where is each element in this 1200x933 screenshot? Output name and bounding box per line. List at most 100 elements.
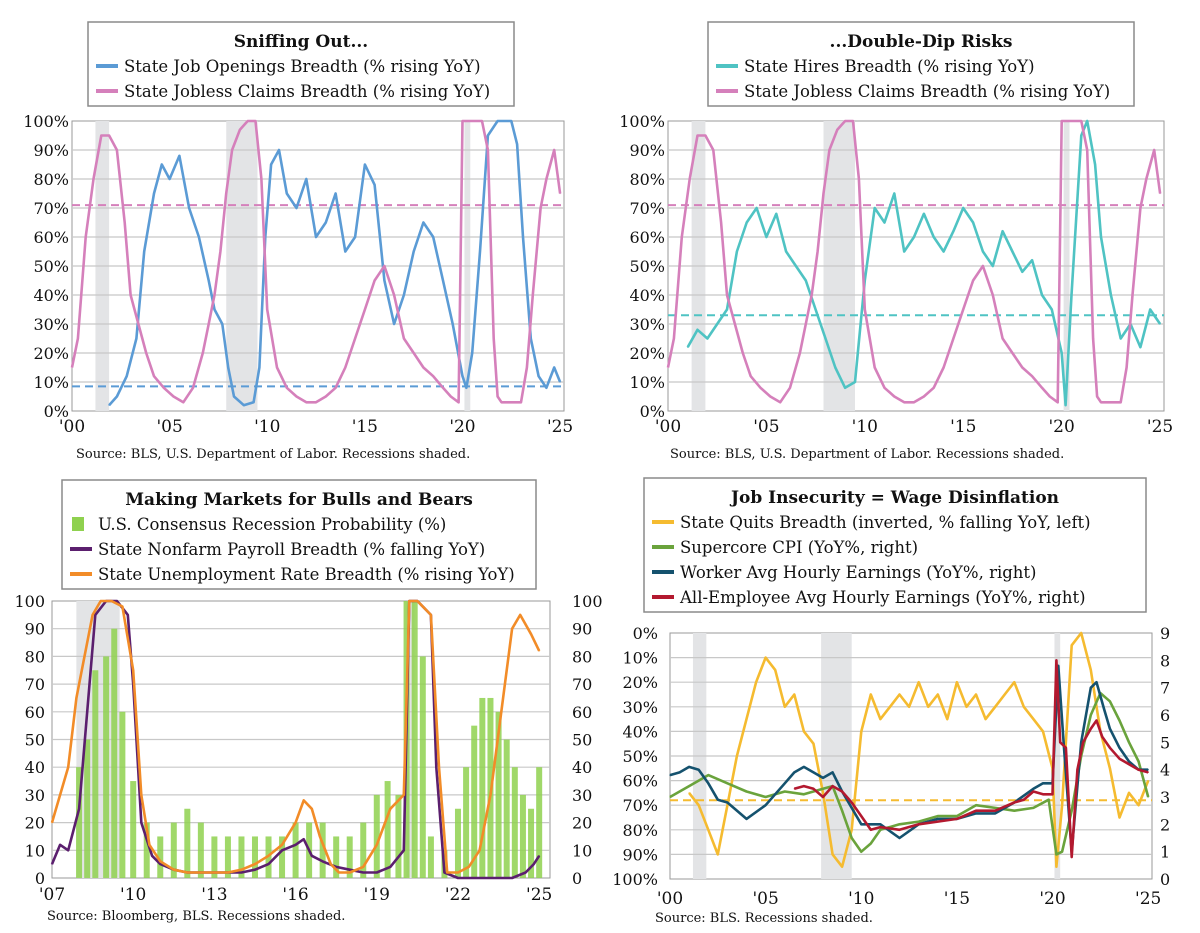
data-point bbox=[219, 250, 221, 253]
y2-tick-label: 30 bbox=[572, 786, 592, 805]
data-point bbox=[975, 810, 977, 812]
data-point bbox=[1147, 796, 1149, 798]
data-point bbox=[325, 395, 327, 398]
data-point bbox=[812, 743, 815, 745]
data-point bbox=[1138, 760, 1140, 763]
data-point bbox=[334, 387, 337, 389]
data-point bbox=[1114, 401, 1116, 403]
data-point bbox=[879, 826, 881, 828]
data-point bbox=[822, 792, 824, 794]
data-point bbox=[1110, 294, 1112, 296]
data-point bbox=[1031, 259, 1033, 261]
data-point bbox=[267, 855, 270, 857]
chart-panel-sniffing-out: 0% 10% 20% 30% 40% 50% 60% 70% 80% 90% 100% '00 '05 '… bbox=[23, 21, 573, 462]
data-point bbox=[519, 614, 521, 616]
data-point bbox=[438, 766, 440, 768]
series-line-state-quits-breadth-inverted-falling-yoy bbox=[688, 631, 1150, 868]
chart-title: Making Markets for Bulls and Bears bbox=[125, 490, 473, 510]
data-point bbox=[1061, 804, 1063, 806]
data-point bbox=[704, 134, 706, 137]
data-point bbox=[172, 395, 175, 398]
data-point bbox=[153, 192, 155, 195]
data-point bbox=[913, 401, 915, 403]
data-point bbox=[841, 810, 843, 812]
y-tick-label: 30 bbox=[25, 786, 45, 805]
y-tick-label: 100% bbox=[619, 112, 665, 131]
data-point bbox=[75, 697, 77, 699]
legend-swatch bbox=[72, 517, 84, 531]
data-point bbox=[669, 796, 671, 798]
data-point bbox=[1080, 134, 1082, 137]
legend-entry: All-Employee Avg Hourly Earnings (YoY%, … bbox=[679, 588, 1086, 607]
y-tick-label: 60 bbox=[25, 703, 45, 722]
data-point bbox=[1118, 719, 1121, 722]
data-point bbox=[1147, 771, 1149, 774]
x-tick-label: '00 bbox=[657, 889, 683, 909]
data-point bbox=[745, 718, 748, 720]
data-point bbox=[159, 863, 161, 865]
data-point bbox=[140, 822, 142, 824]
data-point bbox=[432, 375, 434, 377]
data-point bbox=[962, 207, 964, 209]
data-point bbox=[514, 401, 516, 403]
data-point bbox=[893, 192, 895, 195]
y-tick-label: 90 bbox=[25, 620, 45, 639]
y2-tick-label: 0 bbox=[1160, 870, 1170, 889]
legend-entry: State Job Openings Breadth (% rising YoY… bbox=[124, 57, 481, 76]
data-point bbox=[252, 401, 255, 403]
y-tick-label: 30% bbox=[622, 698, 658, 717]
chart-title: ...Double-Dip Risks bbox=[830, 32, 1013, 52]
data-point bbox=[254, 120, 257, 122]
data-point bbox=[362, 871, 364, 874]
x-tick-label: '00 bbox=[655, 417, 681, 437]
data-point bbox=[1042, 793, 1044, 795]
bar-u-s-consensus-recession-probability bbox=[279, 836, 286, 878]
data-point bbox=[706, 337, 708, 340]
data-point bbox=[247, 120, 249, 122]
data-point bbox=[148, 844, 151, 846]
data-point bbox=[538, 375, 540, 377]
data-point bbox=[1032, 718, 1035, 720]
data-point bbox=[526, 366, 528, 369]
data-point bbox=[785, 250, 787, 253]
data-point bbox=[267, 863, 270, 865]
data-point bbox=[841, 866, 843, 868]
data-point bbox=[975, 804, 977, 806]
x-tick-label: '22 bbox=[445, 885, 471, 905]
data-point bbox=[1041, 294, 1043, 296]
data-point bbox=[793, 693, 795, 696]
data-point bbox=[1023, 706, 1025, 708]
data-point bbox=[471, 120, 473, 122]
data-point bbox=[1002, 230, 1004, 232]
data-point bbox=[687, 346, 689, 348]
y-tick-label: 40% bbox=[622, 722, 658, 741]
data-point bbox=[755, 207, 758, 209]
data-point bbox=[92, 178, 95, 180]
data-point bbox=[717, 853, 719, 856]
x-tick-label: '05 bbox=[752, 889, 778, 909]
x-tick-label: '05 bbox=[156, 417, 182, 437]
data-point bbox=[852, 120, 854, 122]
data-point bbox=[716, 323, 718, 325]
data-point bbox=[457, 877, 459, 879]
y2-tick-label: 7 bbox=[1160, 679, 1170, 698]
bar-u-s-consensus-recession-probability bbox=[319, 822, 326, 878]
data-point bbox=[667, 366, 669, 369]
y2-tick-label: 90 bbox=[572, 620, 592, 639]
bar-u-s-consensus-recession-probability bbox=[454, 808, 461, 878]
bar-u-s-consensus-recession-probability bbox=[170, 822, 177, 878]
data-point bbox=[937, 821, 939, 823]
y-tick-label: 20% bbox=[629, 344, 665, 363]
data-point bbox=[516, 143, 518, 145]
data-point bbox=[870, 829, 872, 831]
data-point bbox=[295, 395, 298, 398]
data-point bbox=[1086, 149, 1088, 151]
x-tick-label: '00 bbox=[59, 417, 85, 437]
data-point bbox=[822, 796, 824, 798]
x-tick-label: '15 bbox=[352, 417, 378, 437]
data-point bbox=[1109, 700, 1111, 702]
data-point bbox=[471, 352, 473, 354]
data-point bbox=[159, 860, 161, 862]
data-point bbox=[364, 163, 366, 166]
data-point bbox=[270, 163, 272, 166]
